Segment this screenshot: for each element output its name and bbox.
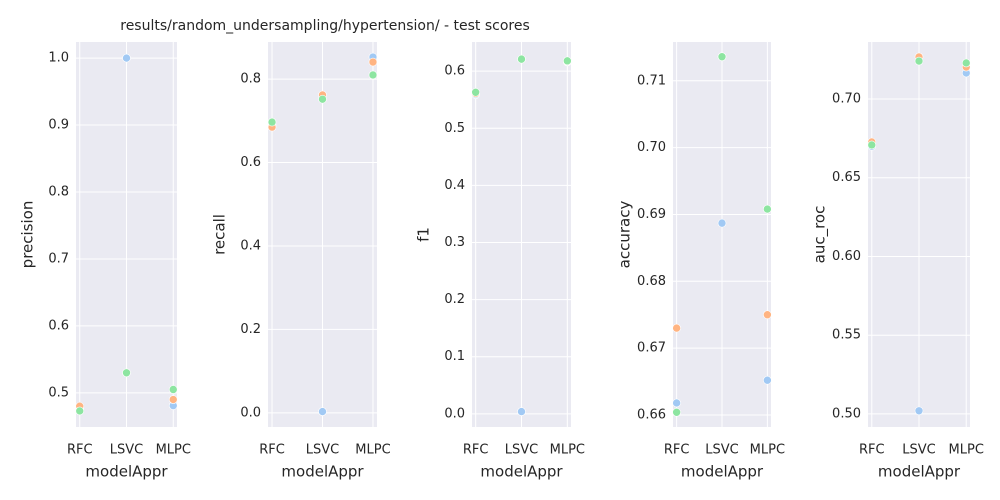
y-tick-label: 0.1 [444,349,465,364]
y-tick-label: 0.70 [637,140,666,155]
x-tick-label: MLPC [156,443,191,458]
y-tick-label: 0.2 [444,292,465,307]
x-tick-label: RFC [259,443,285,458]
point [122,368,131,378]
y-tick-label: 0.9 [48,118,69,133]
point [763,310,772,320]
x-tick-label: RFC [67,443,93,458]
y-tick-label: 0.5 [444,121,465,136]
y-tick-label: 0.70 [832,92,861,107]
y-tick-label: 0.2 [240,322,261,337]
y-tick-label: 0.8 [240,72,261,87]
y-tick-label: 0.71 [637,73,666,88]
y-tick-label: 0.6 [240,155,261,170]
y-tick-label: 0.6 [48,318,69,333]
point [471,87,480,97]
y-axis-label: precision [19,201,37,269]
point [763,204,772,214]
point [763,375,772,385]
point [914,56,924,66]
y-axis-label: recall [211,214,229,255]
point [672,407,681,417]
y-tick-label: 0.7 [48,251,69,266]
point [318,407,327,416]
x-tick-label: RFC [463,443,489,458]
y-tick-label: 0.0 [240,405,261,420]
y-axis-label: auc_roc [811,206,830,264]
point [75,406,85,416]
x-tick-label: LSVC [705,443,738,458]
x-tick-label: LSVC [306,443,339,458]
y-tick-label: 0.65 [832,170,861,185]
y-tick-label: 1.0 [48,51,69,66]
x-tick-label: LSVC [902,443,935,458]
point [717,218,727,228]
y-tick-label: 0.5 [48,385,69,400]
x-axis-label: modelAppr [281,463,364,481]
point [672,323,681,333]
y-tick-label: 0.69 [637,207,666,222]
x-tick-label: MLPC [550,443,585,458]
y-tick-label: 0.68 [637,274,666,289]
x-tick-label: LSVC [110,443,143,458]
x-tick-label: RFC [859,443,885,458]
x-tick-label: MLPC [750,443,785,458]
x-tick-label: MLPC [949,443,984,458]
y-axis-label: accuracy [616,201,634,269]
x-axis-label: modelAppr [681,463,764,481]
chart-title: results/random_undersampling/hypertensio… [120,18,530,34]
point [867,140,877,150]
point [961,58,971,68]
y-tick-label: 0.6 [444,64,465,79]
point [368,57,378,67]
x-tick-label: LSVC [505,443,538,458]
y-tick-label: 0.60 [832,249,861,264]
y-tick-label: 0.50 [832,406,861,421]
x-axis-label: modelAppr [480,463,563,481]
point [563,56,572,66]
point [168,395,178,404]
point [517,407,526,416]
y-tick-label: 0.55 [832,328,861,343]
y-tick-label: 0.3 [444,235,465,250]
x-tick-label: RFC [664,443,690,458]
point [267,117,277,127]
y-tick-label: 0.4 [444,178,465,193]
y-tick-label: 0.0 [444,406,465,421]
point [368,70,378,80]
x-tick-label: MLPC [355,443,390,458]
y-tick-label: 0.67 [637,341,666,356]
y-tick-label: 0.66 [637,407,666,422]
y-tick-label: 0.8 [48,184,69,199]
point [122,53,131,63]
y-axis-label: f1 [415,227,433,242]
point [517,54,526,64]
point [168,385,178,394]
y-tick-label: 0.4 [240,238,261,253]
point [672,398,681,408]
point [318,94,327,104]
x-axis-label: modelAppr [878,463,961,481]
point [717,52,727,62]
point [914,406,924,416]
x-axis-label: modelAppr [85,463,168,481]
